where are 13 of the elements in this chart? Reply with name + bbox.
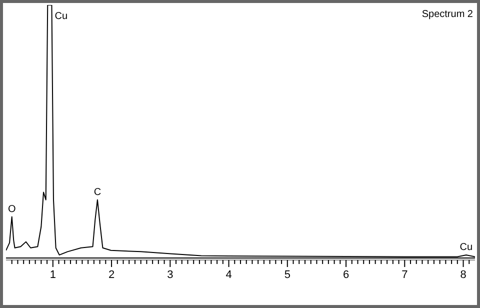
x-tick-label: 8 [460,269,466,281]
x-tick-label: 2 [108,269,115,281]
x-tick-label: 5 [284,269,290,281]
annotation: C [94,186,102,198]
x-tick-label: 7 [402,269,408,281]
x-tick-label: 3 [167,269,174,281]
annotation: Cu [460,242,473,253]
chart-title: Spectrum 2 [422,9,474,20]
annotation: Cu [54,11,68,22]
annotation: O [8,204,16,215]
x-tick-label: 6 [342,269,350,281]
x-tick-label: 1 [50,269,56,281]
x-tick-label: 4 [226,269,232,281]
